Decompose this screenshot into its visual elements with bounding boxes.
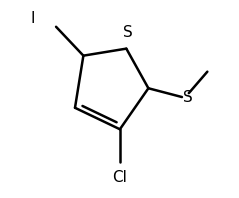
Text: Cl: Cl — [113, 170, 127, 185]
Text: S: S — [123, 25, 133, 40]
Text: S: S — [183, 89, 193, 105]
Text: I: I — [30, 11, 35, 27]
